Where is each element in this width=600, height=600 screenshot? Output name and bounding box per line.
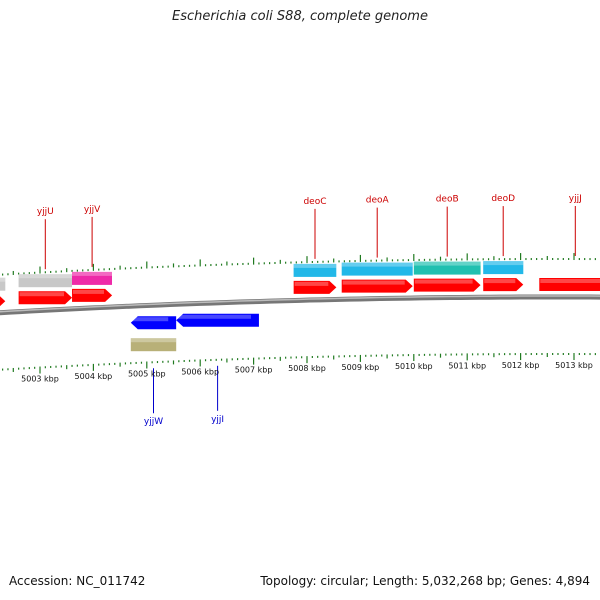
gene-deoa-shine	[342, 280, 405, 285]
tick-label-5009: 5009 kbp	[342, 363, 380, 372]
gene-yjjv-shine	[73, 289, 104, 294]
gene-yjji-label: yjjI	[211, 415, 224, 425]
lower-tick-ruler	[2, 353, 596, 374]
tick-label-5008: 5008 kbp	[288, 364, 326, 373]
gene-deod-shine	[484, 279, 516, 284]
gene-yjjj-shine	[540, 279, 600, 283]
tick-label-5005: 5005 kbp	[128, 370, 166, 379]
gene-yjju-arrow	[18, 291, 73, 305]
feature-bar-shine-0	[0, 277, 6, 282]
tick-label-5007: 5007 kbp	[235, 366, 273, 375]
gene-yjjw-label: yjjW	[144, 417, 163, 427]
gene-unlabeled-9-arrow	[0, 296, 6, 307]
feature-bar-3	[130, 338, 177, 352]
feature-bar-0	[0, 277, 6, 291]
feature-bar-shine-5	[341, 262, 413, 267]
tick-label-5013: 5013 kbp	[555, 361, 593, 370]
gene-track	[0, 278, 600, 330]
gene-yjjj-arrow	[539, 278, 600, 292]
gene-yjjj-label: yjjJ	[569, 194, 582, 204]
tick-label-5011: 5011 kbp	[448, 361, 486, 370]
gene-deoc-shine	[294, 281, 329, 286]
map-title: Escherichia coli S88, complete genome	[172, 9, 428, 24]
gene-deoc-arrow	[293, 280, 337, 294]
feature-bar-4	[293, 263, 337, 277]
gene-labels: yjjU yjjV yjjW yjjI deoC deoA deoB deoD yjjJ	[37, 194, 582, 427]
feature-bar-7	[483, 261, 524, 275]
feature-bar-6	[413, 261, 481, 275]
gene-yjju-label: yjjU	[37, 207, 54, 217]
gene-deob-label: deoB	[436, 195, 459, 205]
upper-tick-ruler	[2, 253, 596, 276]
gene-deoa-label: deoA	[366, 196, 390, 206]
feature-bar-shine-4	[293, 263, 337, 268]
feature-bar-shine-1	[18, 274, 73, 279]
feature-bar-shine-2	[72, 271, 112, 276]
genome-backbone	[0, 294, 600, 316]
feature-track	[0, 261, 524, 352]
feature-bar-5	[341, 262, 413, 276]
gene-deob-shine	[414, 279, 473, 284]
tick-label-5003: 5003 kbp	[21, 375, 59, 384]
gene-yjju-shine	[19, 292, 65, 297]
accession-label: Accession: NC_011742	[9, 574, 146, 588]
feature-bar-shine-3	[130, 338, 177, 343]
gene-deod-label: deoD	[491, 194, 515, 204]
feature-bar-1	[18, 274, 73, 288]
gene-yjjw-arrow	[130, 316, 177, 330]
tick-label-5006: 5006 kbp	[181, 367, 219, 376]
backbone-arc	[0, 294, 600, 316]
tick-label-5012: 5012 kbp	[502, 361, 540, 370]
feature-bar-shine-6	[413, 261, 481, 266]
feature-bar-2	[72, 271, 112, 285]
axis-tick-labels: 5003 kbp 5004 kbp 5005 kbp 5006 kbp 5007 kbp…	[21, 361, 593, 384]
gene-deoa-arrow	[341, 279, 413, 293]
gene-deob-arrow	[413, 278, 481, 292]
genome-summary: Topology: circular; Length: 5,032,268 bp…	[260, 574, 590, 588]
gene-yjjv-label: yjjV	[84, 205, 101, 215]
gene-yjjv-arrow	[72, 288, 113, 302]
gene-deod-arrow	[483, 278, 524, 292]
feature-bar-shine-7	[483, 261, 524, 266]
tick-label-5010: 5010 kbp	[395, 362, 433, 371]
gene-yjji-shine	[177, 314, 251, 319]
backbone-highlight	[0, 295, 600, 313]
tick-label-5004: 5004 kbp	[75, 372, 113, 381]
gene-yjji-arrow	[176, 313, 259, 327]
gene-yjjw-shine	[131, 317, 169, 322]
gene-deoc-label: deoC	[303, 197, 326, 207]
